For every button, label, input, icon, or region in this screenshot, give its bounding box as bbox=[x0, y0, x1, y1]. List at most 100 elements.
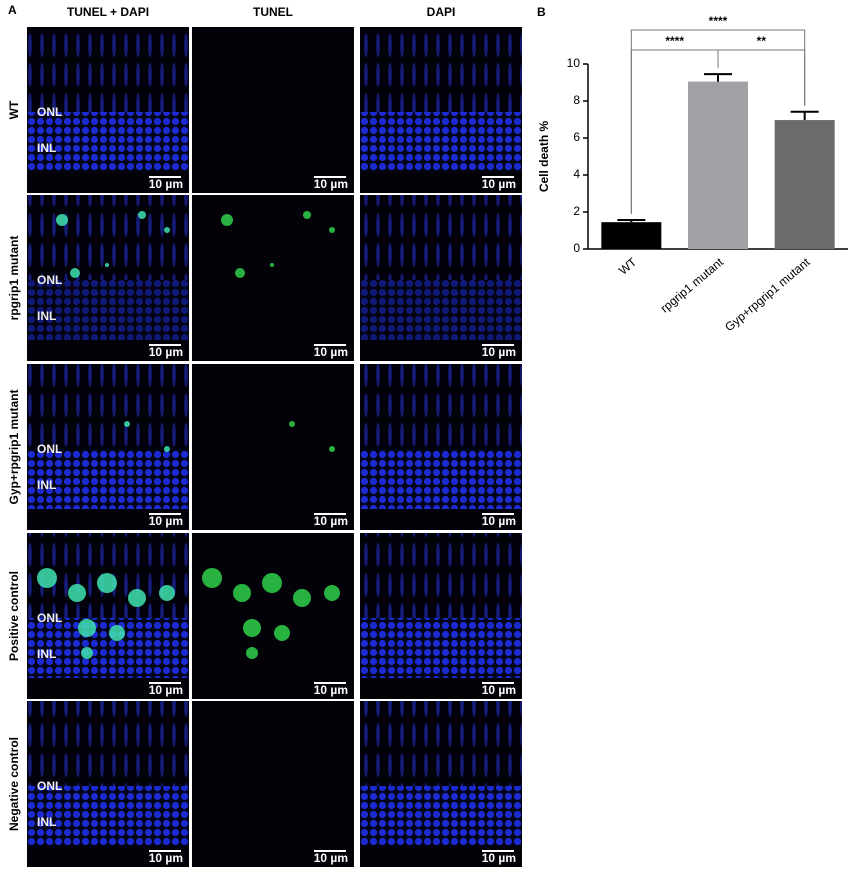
tunel-signal bbox=[233, 584, 251, 602]
nuclear-layer bbox=[27, 112, 189, 172]
error-bar bbox=[704, 73, 732, 82]
layer-label: ONL bbox=[37, 779, 62, 793]
nuclear-layer bbox=[360, 112, 522, 172]
micrograph: ONL INL 10 µm bbox=[27, 27, 189, 193]
row-label: Negative control bbox=[7, 737, 21, 831]
tunel-signal bbox=[293, 589, 311, 607]
photoreceptor-layer bbox=[360, 701, 522, 786]
tunel-signal bbox=[164, 227, 170, 233]
x-tick-label: WT bbox=[616, 255, 640, 278]
x-tick-label: Gyp+rpgrip1 mutant bbox=[722, 255, 813, 335]
scale-bar-label: 10 µm bbox=[314, 851, 348, 865]
scale-bar-label: 10 µm bbox=[149, 514, 183, 528]
tunel-signal bbox=[81, 647, 93, 659]
y-axis-label: Cell death % bbox=[537, 121, 551, 193]
tunel-signal bbox=[109, 625, 125, 641]
micrograph: 10 µm bbox=[192, 364, 354, 530]
micrograph: ONL INL 10 µm bbox=[27, 533, 189, 699]
tunel-signal bbox=[37, 568, 57, 588]
tunel-signal bbox=[329, 446, 335, 452]
panel-label: A bbox=[8, 3, 17, 17]
image-background bbox=[192, 533, 354, 699]
significance-label: ** bbox=[757, 34, 767, 48]
row-label: rpgrip1 mutant bbox=[7, 236, 21, 321]
row-label: Gyp+rpgrip1 mutant bbox=[7, 389, 21, 504]
photoreceptor-layer bbox=[27, 364, 189, 449]
micrograph: ONL INL 10 µm bbox=[27, 701, 189, 867]
layer-label: ONL bbox=[37, 273, 62, 287]
layer-label: ONL bbox=[37, 442, 62, 456]
tunel-signal bbox=[303, 211, 311, 219]
row-label: WT bbox=[7, 100, 21, 119]
photoreceptor-layer bbox=[27, 27, 189, 112]
micrograph: 10 µm bbox=[192, 27, 354, 193]
tunel-signal bbox=[105, 263, 109, 267]
micrograph: 10 µm bbox=[192, 195, 354, 361]
tunel-signal bbox=[262, 573, 282, 593]
tunel-signal bbox=[221, 214, 233, 226]
layer-label: ONL bbox=[37, 611, 62, 625]
scale-bar-label: 10 µm bbox=[482, 683, 516, 697]
micrograph: 10 µm bbox=[192, 701, 354, 867]
tunel-signal bbox=[270, 263, 274, 267]
panel-label: B bbox=[537, 5, 546, 19]
bar bbox=[601, 222, 662, 249]
micrograph: ONL INL 10 µm bbox=[27, 364, 189, 530]
micrograph: 10 µm bbox=[360, 701, 522, 867]
scale-bar-label: 10 µm bbox=[482, 851, 516, 865]
scale-bar-label: 10 µm bbox=[149, 683, 183, 697]
significance-bracket bbox=[717, 49, 806, 106]
tunel-signal bbox=[128, 589, 146, 607]
tunel-signal bbox=[289, 421, 295, 427]
layer-label: INL bbox=[37, 815, 56, 829]
layer-label: ONL bbox=[37, 105, 62, 119]
micrograph: 10 µm bbox=[360, 27, 522, 193]
tunel-signal bbox=[324, 585, 340, 601]
scale-bar-label: 10 µm bbox=[314, 177, 348, 191]
y-tick-label: 2 bbox=[573, 204, 580, 218]
row-label: Positive control bbox=[7, 571, 21, 661]
nuclear-layer bbox=[360, 280, 522, 340]
tunel-signal bbox=[246, 647, 258, 659]
error-bar bbox=[617, 218, 646, 223]
scale-bar-label: 10 µm bbox=[482, 514, 516, 528]
micrograph: 10 µm bbox=[360, 533, 522, 699]
tunel-signal bbox=[124, 421, 130, 427]
nuclear-layer bbox=[27, 786, 189, 846]
tunel-signal bbox=[70, 268, 80, 278]
layer-label: INL bbox=[37, 647, 56, 661]
nuclear-layer bbox=[27, 449, 189, 509]
tunel-signal bbox=[202, 568, 222, 588]
photoreceptor-layer bbox=[360, 27, 522, 112]
column-header: TUNEL + DAPI bbox=[67, 5, 149, 19]
error-bar bbox=[790, 110, 819, 121]
micrograph: ONL INL 10 µm bbox=[27, 195, 189, 361]
image-background bbox=[192, 701, 354, 867]
photoreceptor-layer bbox=[360, 533, 522, 618]
y-tick-label: 6 bbox=[573, 130, 580, 144]
y-tick-label: 4 bbox=[573, 167, 580, 181]
nuclear-layer bbox=[360, 618, 522, 678]
tunel-signal bbox=[68, 584, 86, 602]
scale-bar-label: 10 µm bbox=[149, 851, 183, 865]
micrograph: 10 µm bbox=[192, 533, 354, 699]
bar bbox=[774, 120, 835, 250]
tunel-signal bbox=[56, 214, 68, 226]
scale-bar-label: 10 µm bbox=[314, 683, 348, 697]
scale-bar-label: 10 µm bbox=[482, 345, 516, 359]
column-header: TUNEL bbox=[253, 5, 293, 19]
tunel-signal bbox=[274, 625, 290, 641]
tunel-signal bbox=[138, 211, 146, 219]
scale-bar-label: 10 µm bbox=[482, 177, 516, 191]
scale-bar-label: 10 µm bbox=[149, 345, 183, 359]
nuclear-layer bbox=[27, 618, 189, 678]
photoreceptor-layer bbox=[27, 701, 189, 786]
layer-label: INL bbox=[37, 309, 56, 323]
x-tick-label: rpgrip1 mutant bbox=[658, 255, 727, 316]
column-header: DAPI bbox=[427, 5, 456, 19]
scale-bar-label: 10 µm bbox=[314, 345, 348, 359]
tunel-signal bbox=[243, 619, 261, 637]
significance-label: **** bbox=[665, 34, 684, 48]
tunel-signal bbox=[97, 573, 117, 593]
